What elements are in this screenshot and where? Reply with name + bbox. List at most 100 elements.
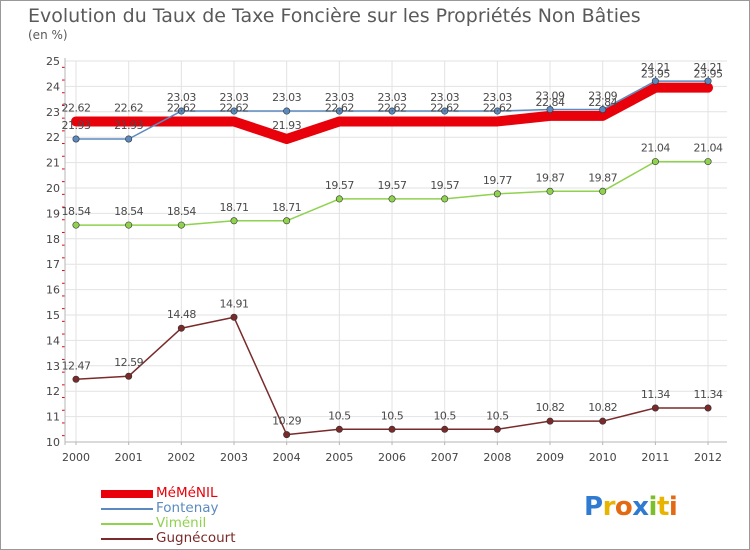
y-tick-label: 22 xyxy=(46,131,60,144)
data-point xyxy=(283,107,291,115)
data-point xyxy=(230,313,238,321)
data-point xyxy=(177,107,185,115)
data-point xyxy=(651,404,659,412)
legend-label: Viménil xyxy=(156,515,207,531)
logo-letter: o xyxy=(614,492,633,522)
data-point xyxy=(388,107,396,115)
legend-swatch xyxy=(101,538,153,540)
data-point xyxy=(388,195,396,203)
logo-letter: t xyxy=(656,492,669,522)
data-point xyxy=(493,190,501,198)
data-label: 21.93 xyxy=(62,119,91,132)
data-point xyxy=(546,187,554,195)
data-point xyxy=(283,431,291,439)
legend-label: Fontenay xyxy=(156,500,219,516)
data-label: 22.62 xyxy=(167,101,196,114)
data-point xyxy=(599,106,607,114)
data-point xyxy=(125,221,133,229)
data-label: 23.03 xyxy=(378,91,407,104)
data-label: 23.09 xyxy=(588,90,617,103)
data-point xyxy=(230,217,238,225)
data-label: 10.5 xyxy=(328,409,351,422)
data-label: 18.54 xyxy=(114,205,143,218)
data-point xyxy=(599,187,607,195)
data-label: 22.62 xyxy=(430,101,459,114)
data-label: 23.03 xyxy=(220,91,249,104)
series-3 xyxy=(72,158,712,229)
x-tick-label: 2011 xyxy=(641,451,669,464)
data-point xyxy=(283,217,291,225)
data-label: 22.62 xyxy=(220,101,249,114)
data-label: 10.5 xyxy=(433,409,456,422)
data-label: 24.21 xyxy=(694,61,723,74)
data-label: 21.93 xyxy=(114,119,143,132)
data-label: 10.5 xyxy=(486,409,509,422)
logo-letter: x xyxy=(632,492,649,522)
data-label: 23.95 xyxy=(641,68,670,81)
data-point xyxy=(441,425,449,433)
data-label: 14.91 xyxy=(220,297,249,310)
y-tick-label: 12 xyxy=(46,385,60,398)
data-label: 19.77 xyxy=(483,174,512,187)
x-tick-label: 2005 xyxy=(325,451,353,464)
legend-label: Gugnécourt xyxy=(156,530,236,546)
data-label: 19.87 xyxy=(536,171,565,184)
data-label: 14.48 xyxy=(167,308,196,321)
x-tick-label: 2008 xyxy=(483,451,511,464)
data-label: 23.03 xyxy=(483,91,512,104)
data-label: 23.03 xyxy=(167,91,196,104)
proxiti-logo: Proxiti xyxy=(584,492,678,522)
x-tick-label: 2002 xyxy=(167,451,195,464)
y-tick-label: 20 xyxy=(46,182,60,195)
x-tick-label: 2007 xyxy=(431,451,459,464)
data-point xyxy=(704,77,712,85)
data-label: 18.54 xyxy=(62,205,91,218)
data-label: 23.95 xyxy=(694,68,723,81)
logo-letter: P xyxy=(584,492,603,522)
y-tick-label: 19 xyxy=(46,207,60,220)
data-point xyxy=(441,107,449,115)
y-tick-label: 24 xyxy=(46,80,60,93)
series-line xyxy=(71,82,714,144)
data-point xyxy=(493,425,501,433)
data-point xyxy=(335,107,343,115)
legend-label: MéMéNIL xyxy=(156,485,218,501)
y-tick-label: 25 xyxy=(46,55,60,68)
data-label: 10.5 xyxy=(381,409,404,422)
y-tick-label: 15 xyxy=(46,309,60,322)
legend-swatch xyxy=(101,523,153,525)
data-point xyxy=(388,425,396,433)
logo-letter: r xyxy=(602,492,616,522)
data-point xyxy=(546,106,554,114)
data-label: 23.03 xyxy=(325,91,354,104)
y-tick-label: 16 xyxy=(46,284,60,297)
logo-letter: i xyxy=(648,492,658,522)
data-point xyxy=(177,221,185,229)
data-point xyxy=(546,417,554,425)
data-point xyxy=(651,77,659,85)
x-tick-label: 2000 xyxy=(62,451,90,464)
x-tick-label: 2010 xyxy=(589,451,617,464)
data-label: 22.62 xyxy=(114,101,143,114)
y-tick-label: 17 xyxy=(46,258,60,271)
data-label: 21.04 xyxy=(641,142,670,155)
data-label: 10.82 xyxy=(536,401,565,414)
data-label: 19.87 xyxy=(588,171,617,184)
data-label: 11.34 xyxy=(641,388,670,401)
data-label: 11.34 xyxy=(694,388,723,401)
data-label: 19.57 xyxy=(430,179,459,192)
legend-swatch xyxy=(101,508,153,510)
data-point xyxy=(72,375,80,383)
data-label: 22.84 xyxy=(588,96,617,109)
data-label: 23.03 xyxy=(430,91,459,104)
y-tick-label: 13 xyxy=(46,360,60,373)
data-point xyxy=(493,107,501,115)
data-point xyxy=(335,195,343,203)
data-label: 24.21 xyxy=(641,61,670,74)
data-label: 22.62 xyxy=(378,101,407,114)
data-label: 18.54 xyxy=(167,205,196,218)
data-point xyxy=(335,425,343,433)
data-point xyxy=(72,221,80,229)
y-tick-label: 11 xyxy=(46,411,60,424)
